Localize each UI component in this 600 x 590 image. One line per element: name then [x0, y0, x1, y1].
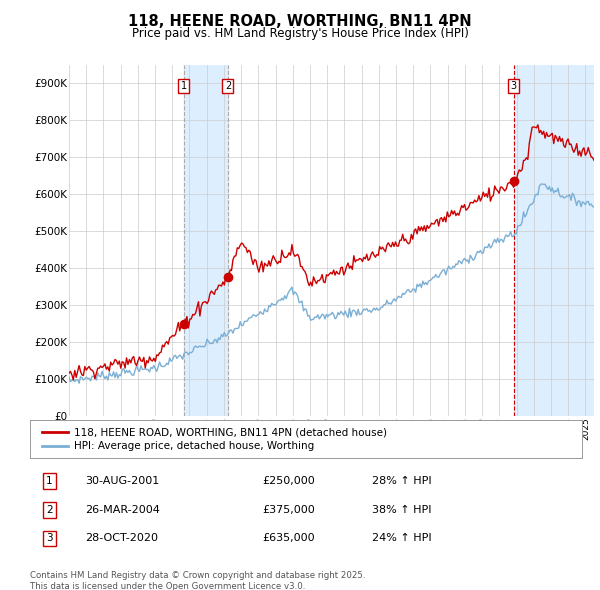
Text: 28-OCT-2020: 28-OCT-2020: [85, 533, 158, 543]
Legend: 118, HEENE ROAD, WORTHING, BN11 4PN (detached house), HPI: Average price, detach: 118, HEENE ROAD, WORTHING, BN11 4PN (det…: [38, 423, 392, 455]
Text: 1: 1: [181, 81, 187, 91]
Text: 1: 1: [46, 476, 53, 486]
Bar: [184, 65, 228, 416]
Text: 3: 3: [511, 81, 517, 91]
Text: £375,000: £375,000: [262, 505, 314, 514]
Text: 2: 2: [225, 81, 231, 91]
Text: 3: 3: [46, 533, 53, 543]
Text: 2: 2: [46, 505, 53, 514]
Text: £635,000: £635,000: [262, 533, 314, 543]
Bar: [514, 65, 594, 416]
Text: £250,000: £250,000: [262, 476, 314, 486]
Text: 24% ↑ HPI: 24% ↑ HPI: [372, 533, 432, 543]
Text: Price paid vs. HM Land Registry's House Price Index (HPI): Price paid vs. HM Land Registry's House …: [131, 27, 469, 40]
Text: Contains HM Land Registry data © Crown copyright and database right 2025.
This d: Contains HM Land Registry data © Crown c…: [30, 571, 365, 590]
Text: 26-MAR-2004: 26-MAR-2004: [85, 505, 160, 514]
Text: 30-AUG-2001: 30-AUG-2001: [85, 476, 160, 486]
Text: 118, HEENE ROAD, WORTHING, BN11 4PN: 118, HEENE ROAD, WORTHING, BN11 4PN: [128, 14, 472, 29]
Text: 38% ↑ HPI: 38% ↑ HPI: [372, 505, 432, 514]
Text: 28% ↑ HPI: 28% ↑ HPI: [372, 476, 432, 486]
